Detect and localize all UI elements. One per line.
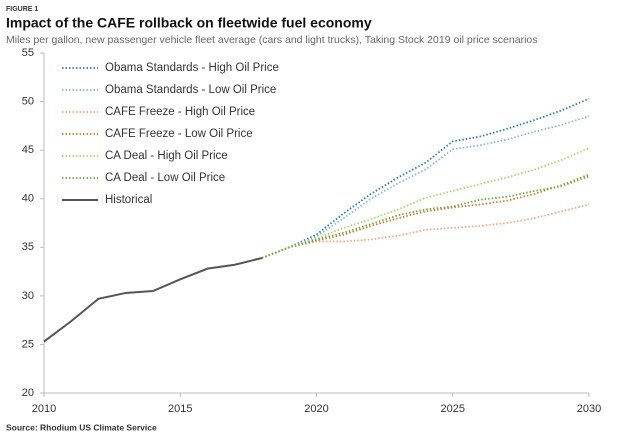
legend-label: CAFE Freeze - Low Oil Price bbox=[105, 128, 253, 140]
y-tick-label: 50 bbox=[22, 95, 34, 107]
legend-label: CA Deal - High Oil Price bbox=[105, 150, 228, 162]
y-tick-label: 45 bbox=[22, 144, 34, 156]
legend-label: Obama Standards - Low Oil Price bbox=[105, 84, 276, 96]
series-line bbox=[261, 97, 590, 259]
x-tick-label: 2010 bbox=[32, 403, 56, 415]
legend-label: Historical bbox=[105, 194, 152, 206]
chart-title: Impact of the CAFE rollback on fleetwide… bbox=[6, 15, 372, 31]
figure-label: FIGURE 1 bbox=[6, 6, 38, 13]
y-tick-label: 30 bbox=[22, 290, 34, 302]
y-tick-label: 40 bbox=[22, 193, 34, 205]
series-line bbox=[261, 147, 590, 259]
x-tick-label: 2030 bbox=[577, 403, 601, 415]
y-tick-label: 55 bbox=[22, 47, 34, 59]
x-tick-label: 2025 bbox=[441, 403, 465, 415]
y-tick-label: 25 bbox=[22, 338, 34, 350]
series-line bbox=[261, 115, 590, 259]
chart-subtitle: Miles per gallon, new passenger vehicle … bbox=[6, 34, 538, 46]
y-tick-label: 20 bbox=[22, 387, 34, 399]
legend-label: CA Deal - Low Oil Price bbox=[105, 172, 225, 184]
series-line bbox=[261, 173, 590, 259]
x-tick-label: 2015 bbox=[168, 403, 192, 415]
series-line bbox=[261, 175, 590, 259]
legend-label: CAFE Freeze - High Oil Price bbox=[105, 106, 255, 118]
legend-label: Obama Standards - High Oil Price bbox=[105, 62, 279, 74]
x-tick-label: 2020 bbox=[304, 403, 328, 415]
y-tick-label: 35 bbox=[22, 241, 34, 253]
series-line bbox=[261, 203, 590, 259]
source: Source: Rhodium US Climate Service bbox=[6, 422, 157, 432]
series-line bbox=[43, 257, 263, 343]
